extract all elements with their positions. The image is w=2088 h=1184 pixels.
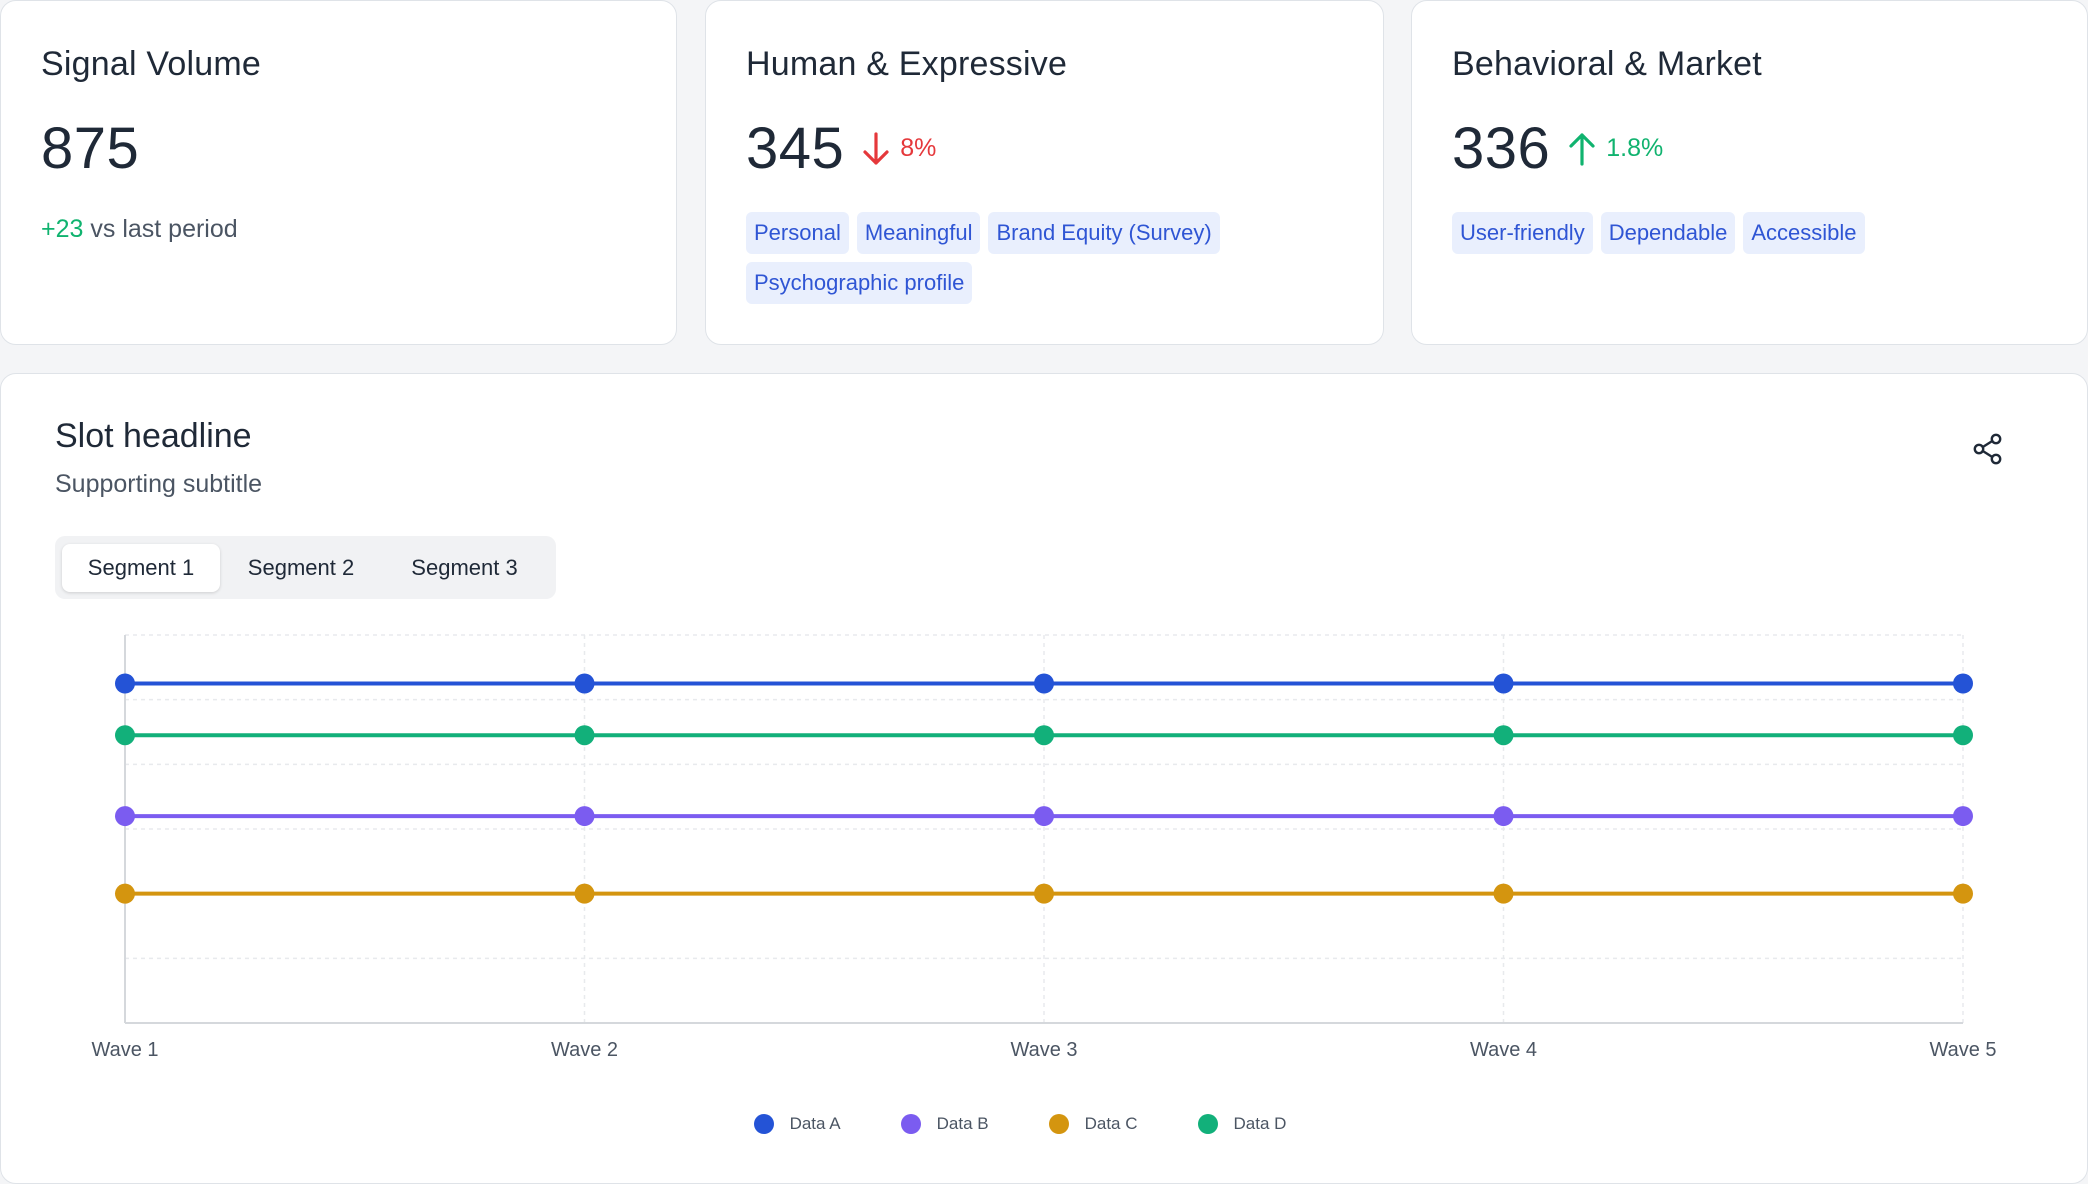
kpi-card-behavioral-market: Behavioral & Market 336 1.8% User-friend… (1411, 0, 2088, 345)
legend-item[interactable]: Data D (1197, 1114, 1287, 1134)
legend-dot (1197, 1114, 1218, 1134)
data-point (1953, 806, 1973, 827)
data-point (1034, 883, 1054, 904)
kpi-card-signal-volume: Signal Volume 875 +23 vs last period (0, 0, 677, 345)
trend-value: 8% (900, 134, 937, 162)
kpi-card-human-expressive: Human & Expressive 345 8% Personal Meani… (705, 0, 1384, 345)
legend-item[interactable]: Data B (900, 1114, 989, 1134)
legend-dot (1048, 1114, 1069, 1134)
kpi-title: Behavioral & Market (1452, 45, 1762, 83)
kpi-value-row: 875 (41, 115, 139, 182)
legend-label: Data B (936, 1114, 989, 1133)
data-point (115, 725, 135, 746)
chart-subtitle: Supporting subtitle (55, 470, 263, 498)
data-point (1034, 725, 1054, 746)
data-point (1493, 806, 1514, 827)
share-button[interactable] (1971, 432, 2005, 466)
data-point (1034, 806, 1054, 827)
x-tick-label: Wave 4 (1470, 1039, 1537, 1061)
tag-list: Personal Meaningful Brand Equity (Survey… (746, 212, 1346, 304)
x-tick-label: Wave 5 (1929, 1039, 1996, 1061)
tag-list: User-friendly Dependable Accessible (1452, 212, 2052, 254)
legend-item[interactable]: Data A (753, 1114, 841, 1134)
x-tick-label: Wave 3 (1010, 1039, 1077, 1061)
data-point (1953, 725, 1973, 746)
kpi-delta: +23 vs last period (41, 215, 238, 244)
legend-label: Data D (1233, 1114, 1287, 1133)
segment-tab-1[interactable]: Segment 1 (62, 543, 220, 592)
trend-indicator: 8% (860, 130, 936, 168)
data-point (1493, 725, 1514, 746)
kpi-value: 875 (41, 116, 140, 181)
data-point (574, 806, 595, 827)
data-point (1493, 883, 1514, 904)
tag[interactable]: Brand Equity (Survey) (988, 212, 1220, 254)
legend-dot (900, 1114, 921, 1134)
data-point (574, 883, 595, 904)
data-point (115, 806, 135, 827)
kpi-title: Human & Expressive (746, 45, 1068, 83)
chart-legend: Data A Data B Data C Data D (1, 1114, 2088, 1134)
legend-dot (753, 1114, 774, 1134)
kpi-value: 336 (1452, 116, 1551, 181)
trend-indicator: 1.8% (1566, 130, 1663, 168)
kpi-value-row: 345 8% (746, 115, 936, 182)
arrow-up-icon (1569, 132, 1595, 166)
tag[interactable]: Psychographic profile (746, 262, 973, 304)
tag[interactable]: Dependable (1600, 212, 1736, 254)
arrow-down-icon (863, 131, 889, 165)
data-point (115, 673, 135, 694)
segment-control: Segment 1 Segment 2 Segment 3 (55, 536, 556, 599)
tag[interactable]: User-friendly (1452, 212, 1593, 254)
legend-item[interactable]: Data C (1048, 1114, 1138, 1134)
segment-tab-2[interactable]: Segment 2 (247, 554, 355, 580)
chart-card: Slot headline Supporting subtitle Segmen… (0, 373, 2088, 1184)
legend-label: Data A (789, 1114, 841, 1133)
trend-value: 1.8% (1606, 134, 1664, 162)
data-point (574, 673, 595, 694)
legend-label: Data C (1084, 1114, 1138, 1133)
tag[interactable]: Meaningful (856, 212, 981, 254)
kpi-delta-value: +23 (41, 215, 84, 243)
segment-tab-3[interactable]: Segment 3 (411, 554, 518, 580)
data-point (1953, 883, 1973, 904)
x-tick-label: Wave 2 (551, 1039, 618, 1061)
data-point (1953, 673, 1973, 694)
data-point (115, 883, 135, 904)
chart-title: Slot headline (55, 417, 252, 455)
tag[interactable]: Personal (746, 212, 849, 254)
kpi-delta-text: vs last period (90, 215, 238, 243)
kpi-title: Signal Volume (41, 45, 261, 83)
x-tick-label: Wave 1 (91, 1039, 158, 1061)
line-chart: Wave 1 Wave 2 Wave 3 Wave 4 Wave 5 (91, 634, 1997, 1061)
share-icon (1973, 433, 2002, 465)
data-point (1034, 673, 1054, 694)
kpi-value-row: 336 1.8% (1452, 115, 1663, 182)
data-point (1493, 673, 1514, 694)
data-point (574, 725, 595, 746)
kpi-value: 345 (746, 116, 845, 181)
tag[interactable]: Accessible (1743, 212, 1865, 254)
